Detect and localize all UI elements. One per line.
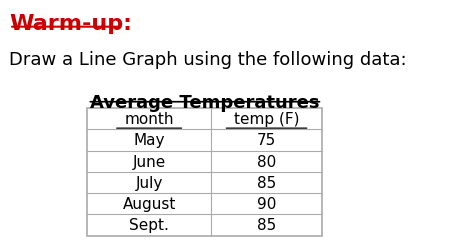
Text: 90: 90 [257,196,276,211]
Text: month: month [124,112,174,127]
Text: August: August [122,196,176,211]
Text: 85: 85 [257,217,276,233]
Text: Draw a Line Graph using the following data:: Draw a Line Graph using the following da… [9,51,407,69]
Text: June: June [132,154,166,169]
Text: Sept.: Sept. [129,217,169,233]
Text: Warm-up:: Warm-up: [9,14,132,34]
Text: 75: 75 [257,133,276,148]
Text: Average Temperatures: Average Temperatures [90,93,320,112]
Text: temp (F): temp (F) [234,112,299,127]
Text: 80: 80 [257,154,276,169]
Text: 85: 85 [257,175,276,190]
Text: July: July [135,175,163,190]
Text: May: May [133,133,165,148]
